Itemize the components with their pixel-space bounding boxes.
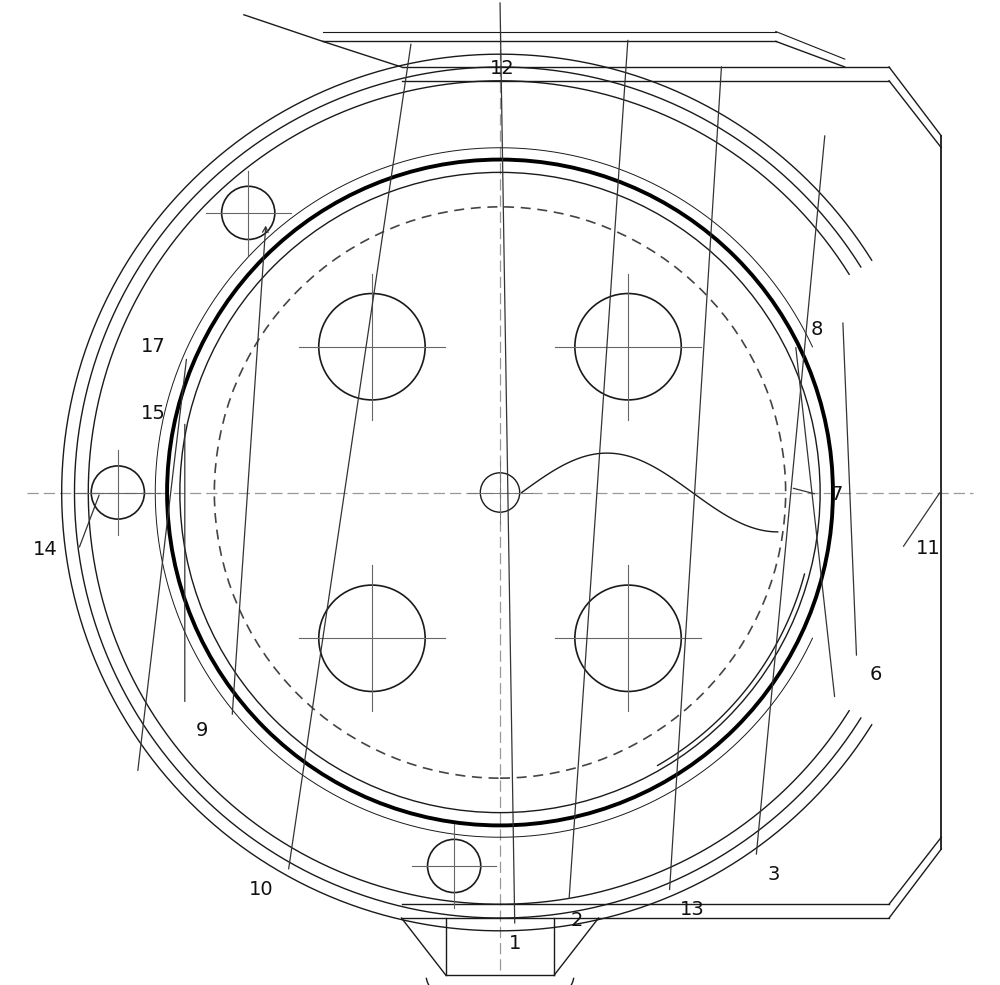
- Text: 9: 9: [195, 721, 208, 741]
- Text: 11: 11: [916, 539, 941, 558]
- Text: 6: 6: [870, 665, 882, 685]
- Text: 2: 2: [571, 911, 583, 931]
- Text: 10: 10: [249, 880, 274, 899]
- Text: 1: 1: [509, 934, 521, 953]
- Text: 7: 7: [831, 485, 843, 504]
- Text: 12: 12: [490, 59, 514, 79]
- Text: 14: 14: [33, 540, 57, 559]
- Text: 8: 8: [811, 320, 823, 340]
- Text: 15: 15: [141, 404, 166, 424]
- Text: 17: 17: [141, 337, 166, 357]
- Text: 3: 3: [768, 865, 780, 885]
- Text: 13: 13: [680, 899, 704, 919]
